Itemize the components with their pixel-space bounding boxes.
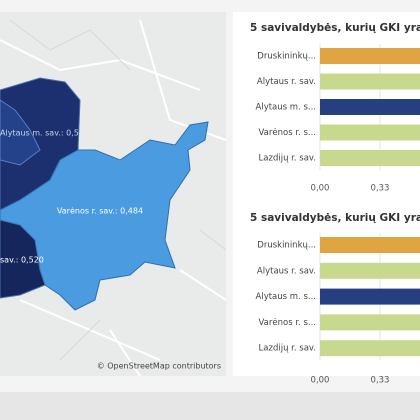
region xyxy=(0,121,209,311)
map-label: Varėnos r. sav.: 0,484 xyxy=(57,207,143,216)
bar xyxy=(320,314,420,331)
y-tick-label: Alytaus m. s... xyxy=(256,292,316,302)
y-tick-label: Alytaus m. s... xyxy=(256,103,316,113)
bar xyxy=(320,288,420,305)
y-tick-label: Lazdijų r. sav. xyxy=(259,154,316,164)
road xyxy=(9,19,227,361)
x-tick-label: 0,33 xyxy=(371,184,390,194)
region xyxy=(0,219,46,299)
bar xyxy=(320,237,420,253)
bar xyxy=(320,48,420,64)
y-tick-label: Varėnos r. s... xyxy=(259,318,316,328)
map-panel: Varėnos r. sav.: 0,484 sav.: 0,520 Alyta… xyxy=(0,12,227,377)
bar xyxy=(320,262,420,279)
chart-title: 5 savivaldybės, kurių GKI yra m xyxy=(250,212,420,224)
chart-title: 5 savivaldybės, kurių GKI yra d xyxy=(250,22,420,34)
bar xyxy=(320,99,420,115)
map-label: Alytaus m. sav.: 0,5 xyxy=(0,129,79,138)
x-tick-label: 0,00 xyxy=(311,376,330,386)
x-tick-label: 0,00 xyxy=(311,184,330,194)
charts: 5 savivaldybės, kurių GKI yra d 0,00 0,33 D… xyxy=(250,22,420,386)
x-tick-label: 0,33 xyxy=(371,376,390,386)
y-tick-label: Alytaus r. sav. xyxy=(257,77,316,87)
y-tick-label: Lazdijų r. sav. xyxy=(259,344,316,354)
region xyxy=(0,99,41,166)
map-attribution[interactable]: © OpenStreetMap contributors xyxy=(97,362,221,371)
map-label: sav.: 0,520 xyxy=(0,256,44,265)
y-tick-label: Druskininkų... xyxy=(257,52,316,62)
y-tick-label: Alytaus r. sav. xyxy=(257,266,316,276)
bar xyxy=(320,150,420,166)
bar xyxy=(320,124,420,141)
y-tick-label: Varėnos r. s... xyxy=(259,128,316,138)
y-tick-label: Druskininkų... xyxy=(257,241,316,251)
bottom-strip xyxy=(0,392,420,420)
bar xyxy=(320,73,420,90)
bar xyxy=(320,340,420,357)
